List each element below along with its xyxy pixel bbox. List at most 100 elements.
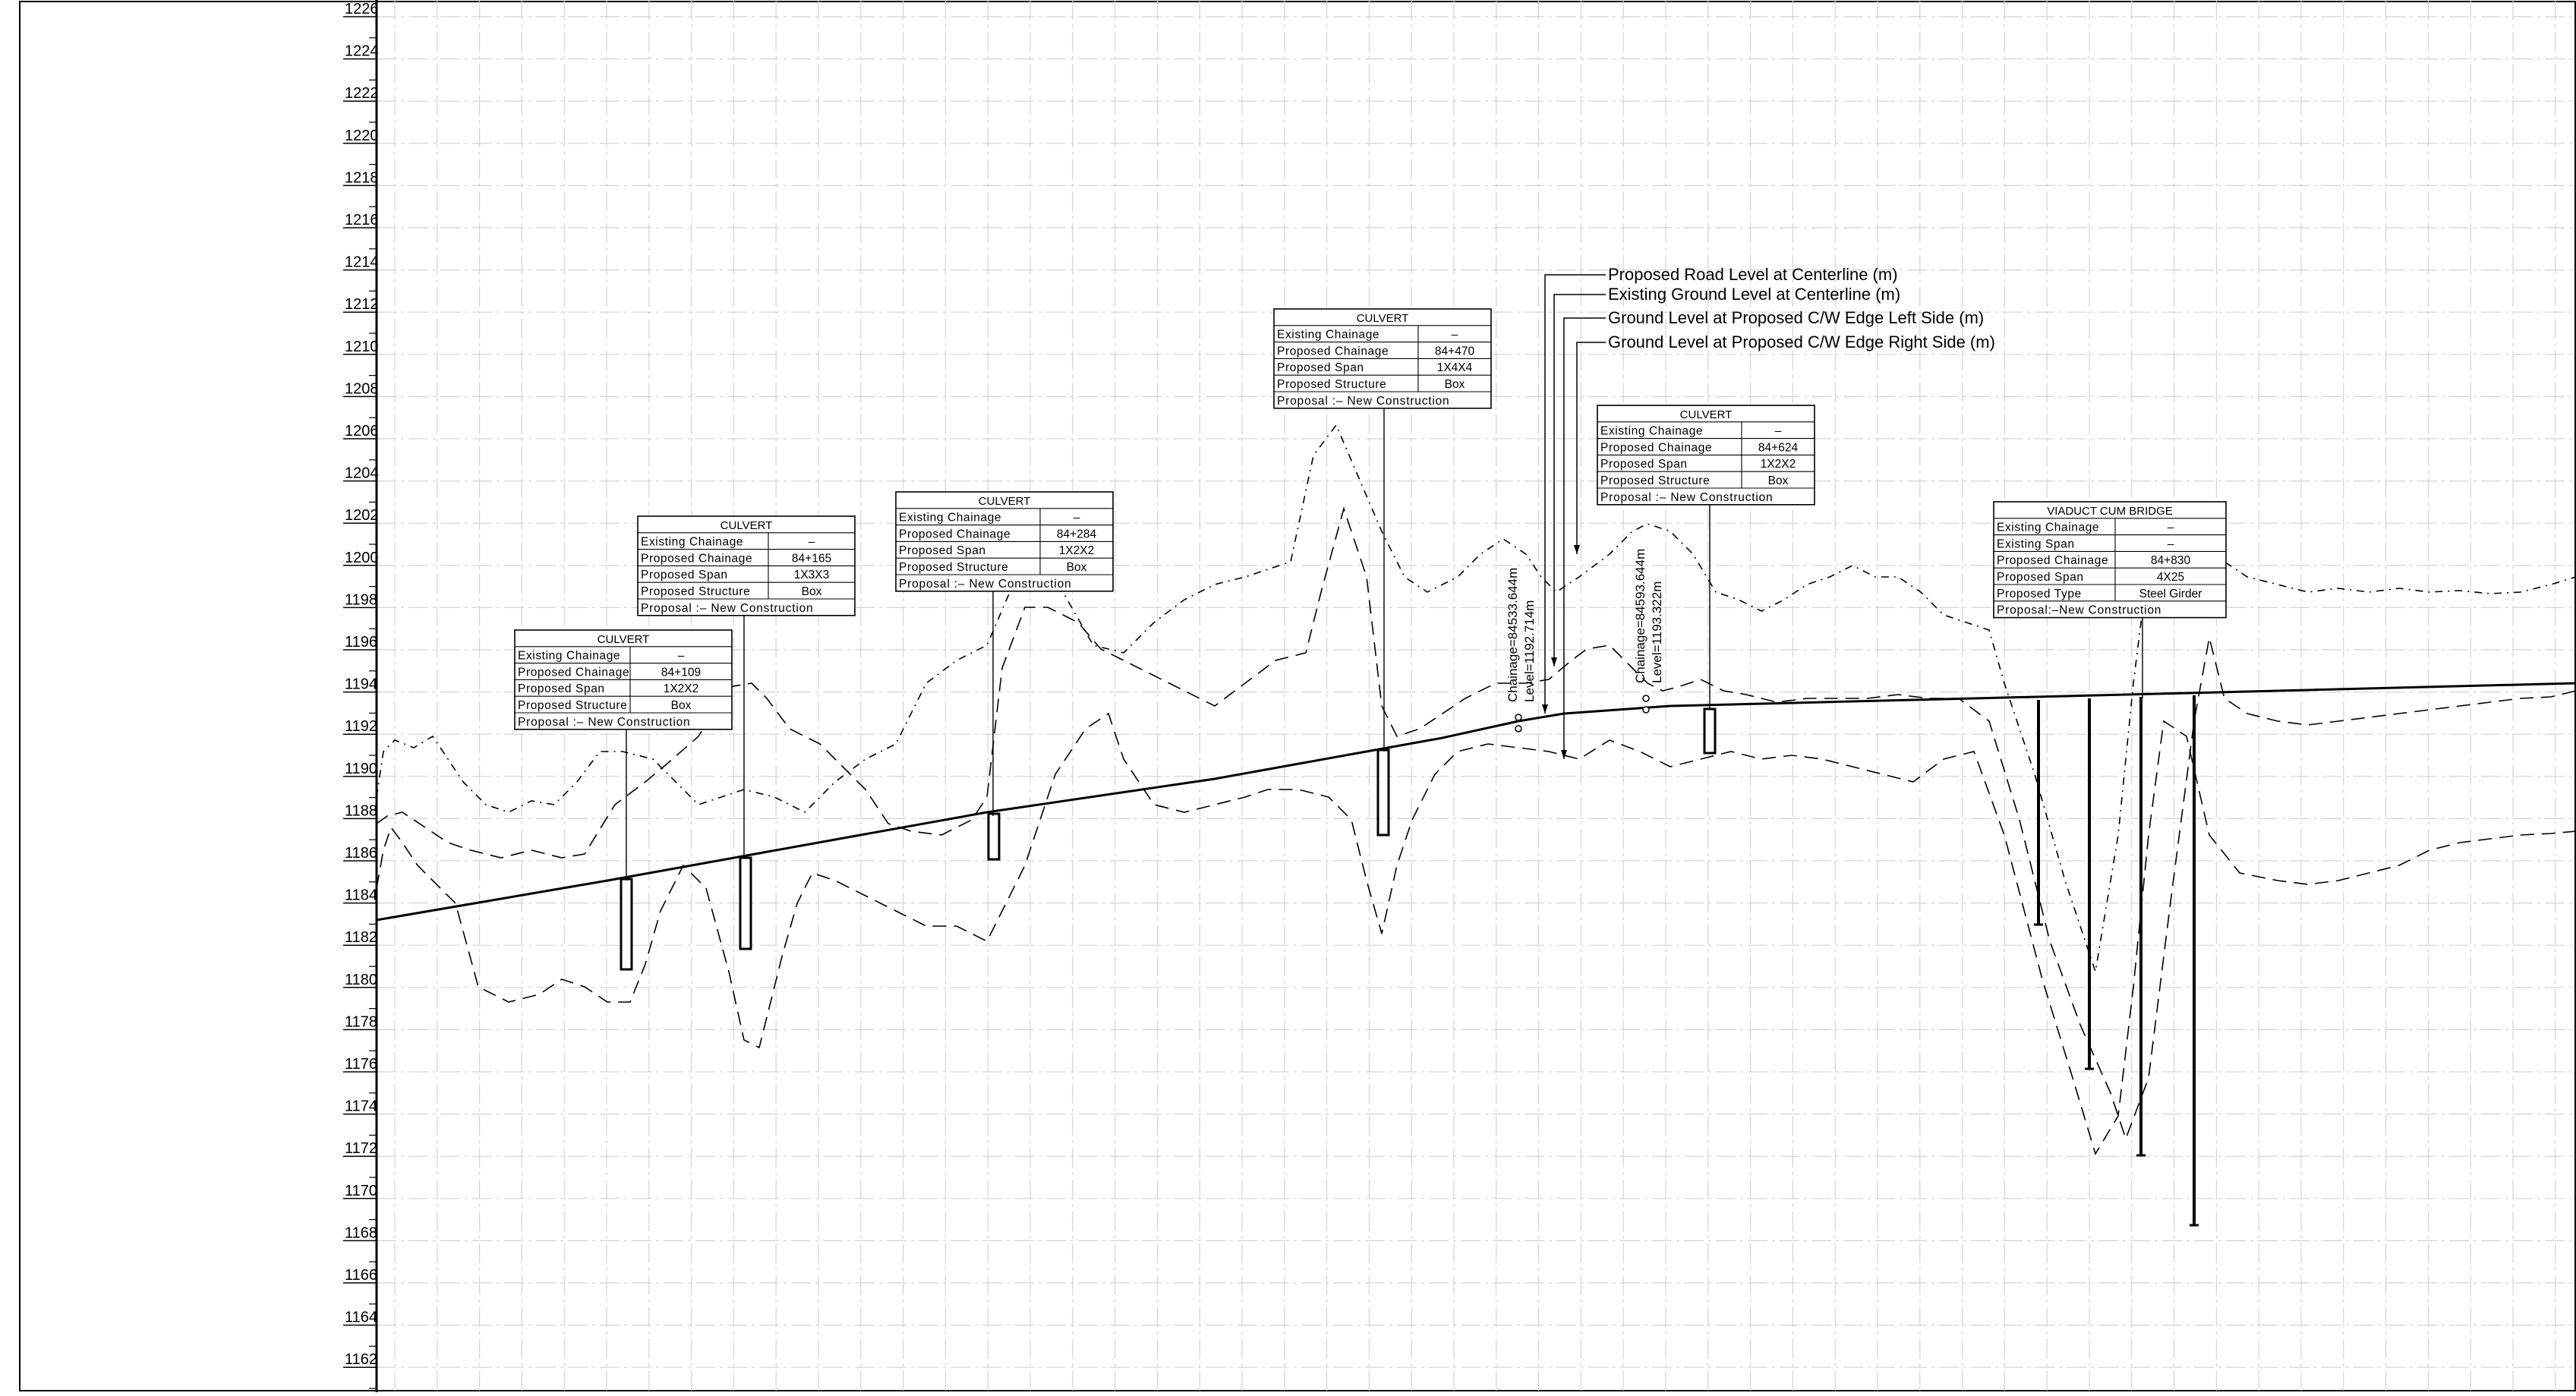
culvert-section bbox=[1376, 748, 1390, 837]
structure-box-proposal: Proposal :– New Construction bbox=[1277, 395, 1449, 408]
structure-box-proposal: Proposal :– New Construction bbox=[899, 578, 1071, 591]
legend-leader-line bbox=[1576, 342, 1606, 554]
structure-box-value: 1X4X4 bbox=[1437, 361, 1473, 374]
structure-box: CULVERT Existing Chainage – Proposed Chaina… bbox=[637, 515, 856, 858]
axis-tick-label: 1178 bbox=[345, 1013, 377, 1030]
axis-tick-label: 1162 bbox=[345, 1351, 377, 1368]
structure-box-label: Proposed Chainage bbox=[518, 666, 629, 679]
axis-tick-label: 1186 bbox=[345, 845, 377, 862]
ground-right-edge-line bbox=[376, 712, 2576, 1155]
structure-box-title: CULVERT bbox=[1680, 408, 1733, 421]
structure-box-value: Box bbox=[1768, 474, 1789, 487]
axis-tick-label: 1196 bbox=[345, 634, 377, 651]
axis-tick-label: 1194 bbox=[345, 676, 377, 693]
chainage-level-label: Level=1193.322m bbox=[1650, 581, 1664, 683]
structure-box-label: Proposed Chainage bbox=[1277, 345, 1389, 358]
axis-tick-label: 1226 bbox=[345, 1, 379, 17]
ground-profiles bbox=[376, 424, 2576, 1155]
legend-arrow-head bbox=[1561, 750, 1567, 759]
structure-box-label: Proposed Structure bbox=[899, 561, 1008, 574]
chainage-point bbox=[1515, 714, 1522, 721]
legend-arrow-head bbox=[1574, 545, 1580, 554]
axis-tick-label: 1222 bbox=[345, 85, 379, 102]
legend-entry: Ground Level at Proposed C/W Edge Right … bbox=[1574, 332, 1995, 554]
structure-box-title: VIADUCT CUM BRIDGE bbox=[2047, 505, 2173, 518]
structure-box-value: – bbox=[678, 650, 685, 663]
axis-tick-label: 1168 bbox=[345, 1224, 377, 1241]
structure-box-label: Proposed Chainage bbox=[641, 552, 752, 565]
structure-box-label: Proposed Span bbox=[641, 569, 728, 581]
structure-box: CULVERT Existing Chainage – Proposed Chaina… bbox=[1597, 405, 1815, 710]
chainage-level-label: Level=1192.714m bbox=[1522, 600, 1537, 702]
structure-box-label: Proposed Structure bbox=[641, 585, 750, 598]
legend-label: Existing Ground Level at Centerline (m) bbox=[1608, 285, 1900, 304]
axis-tick-label: 1198 bbox=[345, 591, 377, 608]
axis-tick-label: 1174 bbox=[345, 1098, 377, 1115]
proposed-road-profile bbox=[376, 682, 2576, 922]
legend-leader-line bbox=[1563, 317, 1606, 759]
structure-box-value: – bbox=[1074, 512, 1080, 525]
structure-box-label: Existing Chainage bbox=[899, 512, 1001, 525]
axis-tick-label: 1188 bbox=[345, 802, 377, 819]
structure-box-value: 1X2X2 bbox=[1761, 458, 1796, 471]
structure-box-title: CULVERT bbox=[597, 633, 650, 646]
axis-tick-label: 1224 bbox=[345, 43, 379, 60]
structure-box-value: 84+624 bbox=[1758, 441, 1799, 454]
axis-tick-label: 1180 bbox=[345, 972, 377, 988]
structure-box-label: Proposed Span bbox=[518, 682, 605, 695]
structure-box-value: – bbox=[1775, 425, 1782, 438]
structure-box-value: 1X3X3 bbox=[794, 569, 830, 581]
axis-tick-label: 1212 bbox=[345, 296, 379, 313]
axis-tick-label: 1170 bbox=[345, 1183, 377, 1199]
axis-tick-label: 1204 bbox=[345, 465, 379, 482]
structure-box-proposal: Proposal :– New Construction bbox=[518, 716, 690, 729]
structure-box-value: 84+284 bbox=[1057, 528, 1097, 540]
chainage-markers: Chainage=84533.644m Level=1192.714m Chaina… bbox=[1506, 549, 1664, 733]
structure-box-label: Existing Chainage bbox=[641, 536, 743, 549]
legend-arrow-head bbox=[1542, 704, 1548, 714]
structure-box-value: 84+830 bbox=[2151, 554, 2191, 567]
chainage-point bbox=[1642, 695, 1650, 702]
axis-tick-label: 1176 bbox=[345, 1056, 377, 1073]
axis-tick-label: 1172 bbox=[345, 1140, 377, 1157]
structure-box-label: Existing Chainage bbox=[1997, 522, 2099, 534]
structure-box-proposal: Proposal:–New Construction bbox=[1997, 604, 2161, 617]
proposed-road-line bbox=[376, 682, 2576, 922]
axis-tick-label: 1182 bbox=[345, 929, 377, 946]
legend-entry: Ground Level at Proposed C/W Edge Left S… bbox=[1561, 308, 1984, 759]
structure-box-value: 1X2X2 bbox=[664, 682, 699, 695]
structure-box-value: 84+470 bbox=[1435, 345, 1475, 358]
legend-label: Ground Level at Proposed C/W Edge Left S… bbox=[1608, 308, 1984, 327]
sheet-border bbox=[19, 1, 2576, 1391]
structure-box-value: Box bbox=[1445, 378, 1465, 391]
axis-tick-label: 1216 bbox=[345, 212, 379, 228]
structure-box: CULVERT Existing Chainage – Proposed Chaina… bbox=[1273, 308, 1492, 752]
axis-tick-label: 1218 bbox=[345, 169, 379, 186]
structure-box-value: – bbox=[809, 536, 815, 549]
structure-box-label: Proposed Structure bbox=[1277, 378, 1386, 391]
culvert-section bbox=[620, 878, 633, 971]
structure-box-title: CULVERT bbox=[979, 495, 1031, 508]
axis-tick-label: 1192 bbox=[345, 718, 377, 735]
legend-label: Proposed Road Level at Centerline (m) bbox=[1608, 265, 1898, 284]
structure-box: CULVERT Existing Chainage – Proposed Chaina… bbox=[895, 491, 1114, 816]
structure-box-label: Existing Chainage bbox=[1600, 425, 1703, 438]
axis-tick-label: 1166 bbox=[345, 1267, 377, 1284]
legend-leader-line bbox=[1553, 294, 1606, 666]
axis-tick-label: 1214 bbox=[345, 254, 379, 271]
structure-drops bbox=[620, 695, 2199, 1227]
legend-leader-line bbox=[1544, 274, 1606, 714]
legend-entry: Proposed Road Level at Centerline (m) bbox=[1542, 265, 1898, 714]
legend: Proposed Road Level at Centerline (m)Exi… bbox=[1542, 265, 1995, 759]
chainage-point bbox=[1642, 706, 1650, 714]
legend-entry: Existing Ground Level at Centerline (m) bbox=[1551, 285, 1900, 666]
structure-box-label: Proposed Structure bbox=[1600, 474, 1710, 487]
structure-box-value: – bbox=[1452, 329, 1458, 342]
structure-box-label: Proposed Chainage bbox=[1997, 554, 2108, 567]
structure-box-label: Proposed Span bbox=[1277, 361, 1364, 374]
background-grid bbox=[377, 0, 2576, 1392]
structure-box-proposal: Proposal :– New Construction bbox=[641, 602, 813, 615]
structure-box: VIADUCT CUM BRIDGE Existing Chainage – Exis… bbox=[1993, 501, 2227, 698]
existing-ground-centerline bbox=[376, 424, 2576, 972]
